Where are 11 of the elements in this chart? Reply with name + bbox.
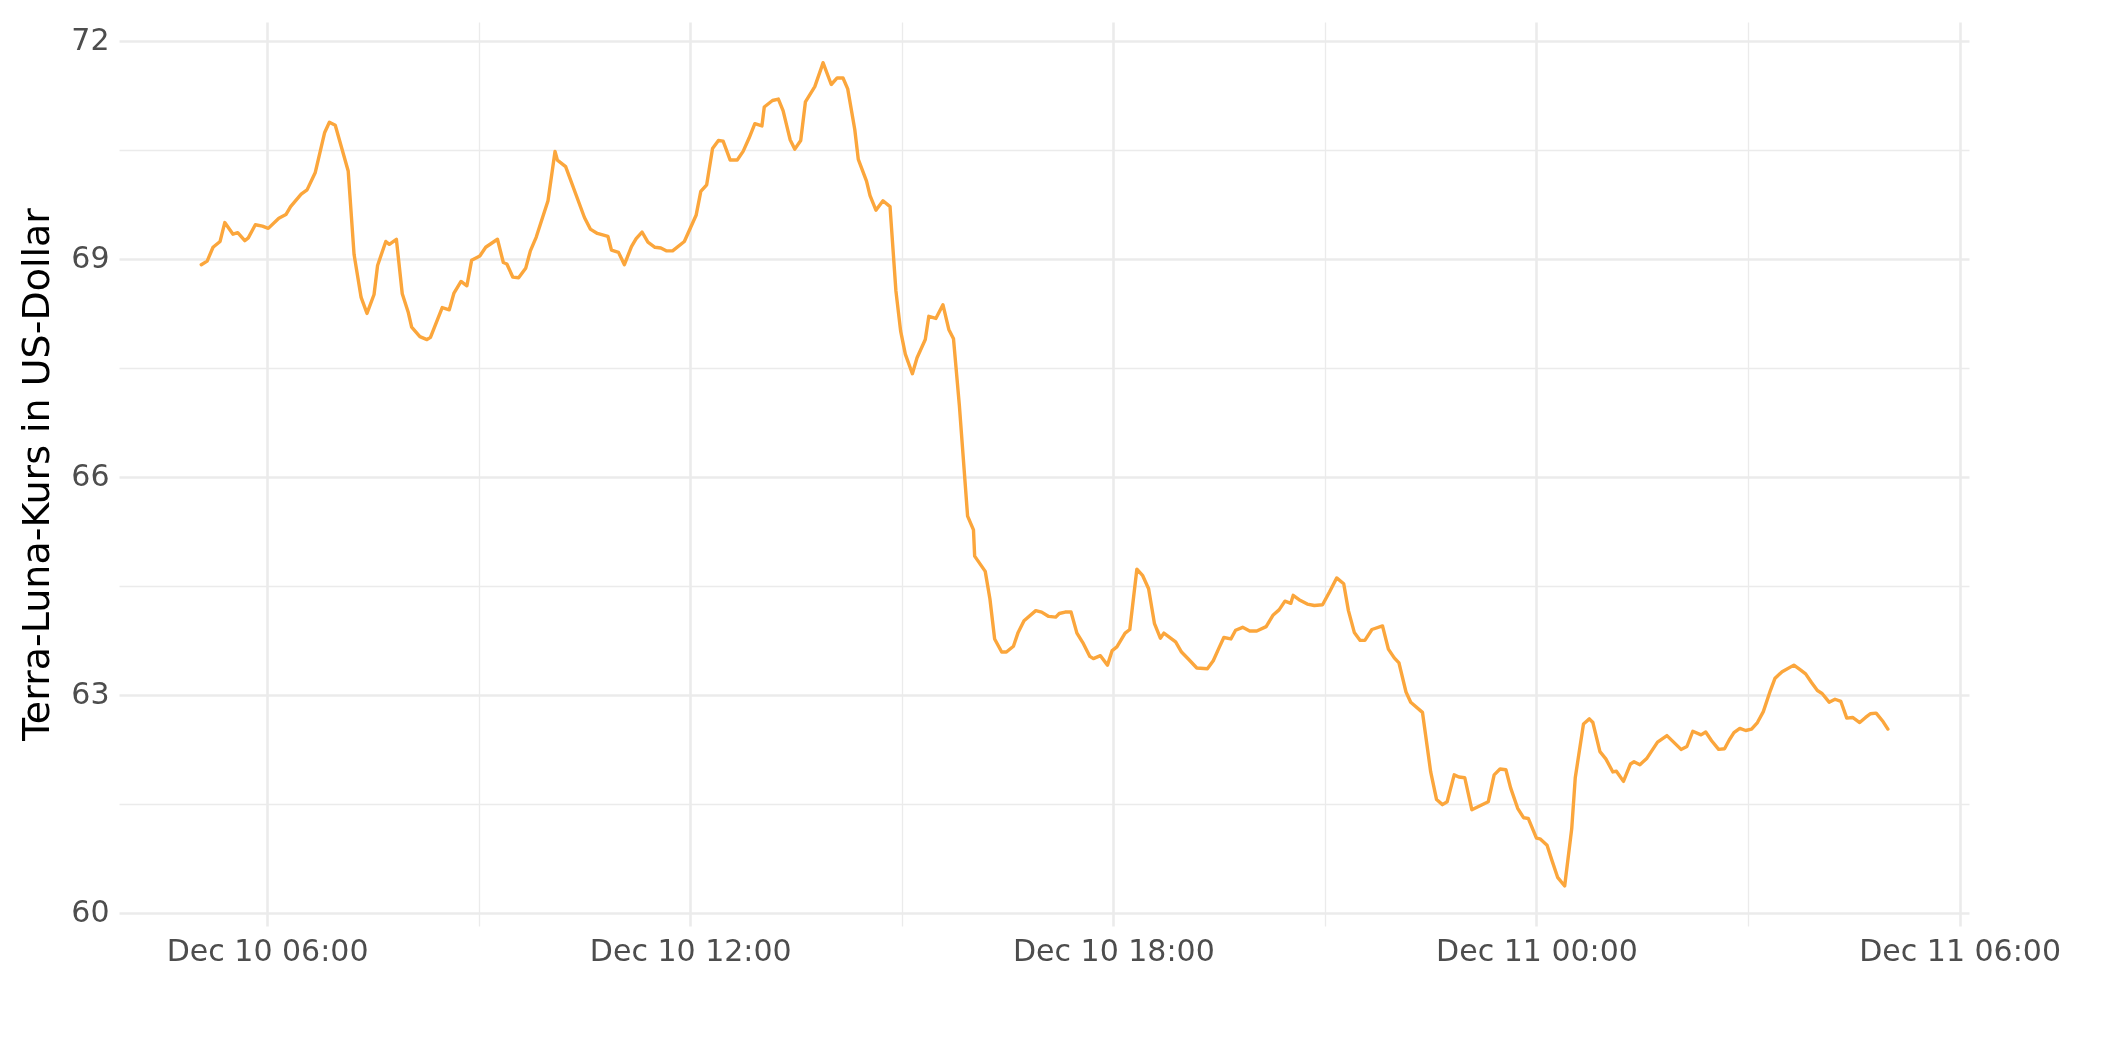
- y-tick-label: 63: [71, 676, 110, 712]
- y-tick-label: 60: [71, 894, 110, 930]
- x-tick-label: Dec 11 00:00: [1436, 932, 1638, 968]
- y-tick-label: 69: [71, 240, 110, 276]
- y-axis-title: Terra-Luna-Kurs in US-Dollar: [14, 207, 59, 742]
- x-tick-label: Dec 10 12:00: [589, 932, 792, 968]
- y-tick-label: 66: [71, 458, 110, 494]
- x-tick-label: Dec 11 06:00: [1859, 932, 2061, 968]
- x-tick-label: Dec 10 18:00: [1012, 932, 1215, 968]
- x-tick-label: Dec 10 06:00: [166, 932, 369, 968]
- y-tick-label: 72: [71, 22, 110, 58]
